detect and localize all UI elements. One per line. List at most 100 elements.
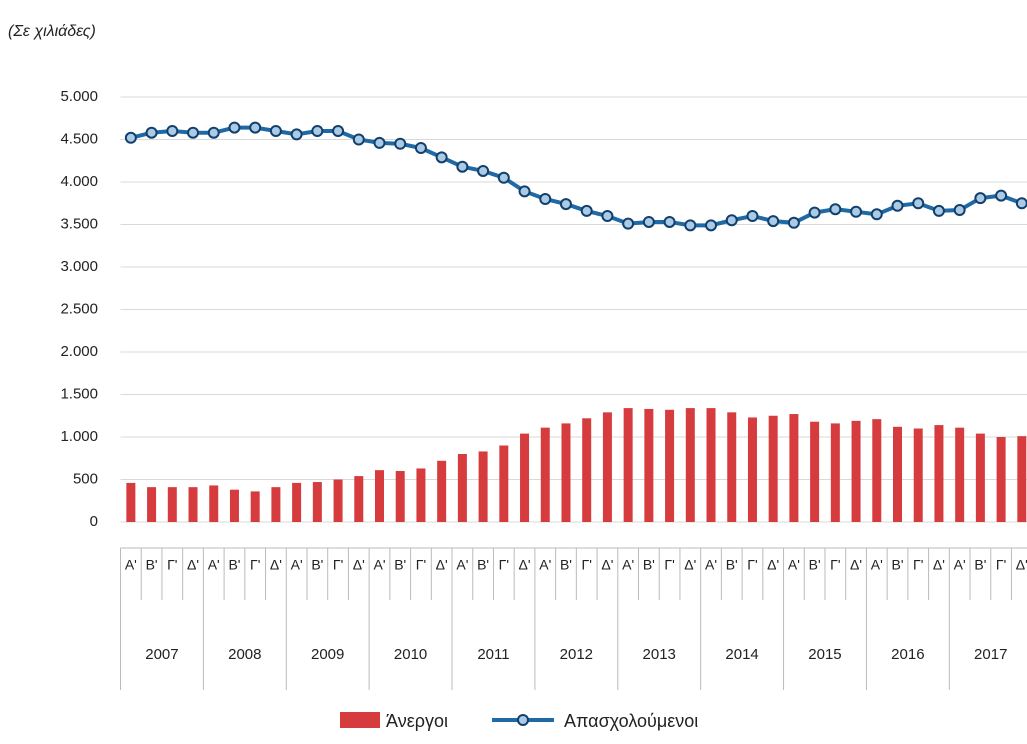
y-tick-label: 0 <box>90 513 98 530</box>
x-tick-label: Γ' <box>333 557 343 573</box>
bar <box>209 485 219 522</box>
bar <box>975 433 985 522</box>
line-marker <box>663 215 676 228</box>
legend-marker <box>517 714 529 726</box>
line-marker <box>394 137 407 150</box>
year-label: 2012 <box>560 646 593 663</box>
year-label: 2009 <box>311 646 344 663</box>
x-tick-label: Β' <box>643 557 655 573</box>
x-tick-label: Β' <box>560 557 572 573</box>
year-label: 2008 <box>228 646 261 663</box>
line-marker <box>311 125 324 137</box>
line-marker <box>995 189 1008 202</box>
x-tick-label: Γ' <box>664 557 674 573</box>
line-marker <box>601 210 614 222</box>
x-tick-label: Δ' <box>187 557 199 573</box>
bar <box>147 487 157 522</box>
bar <box>851 420 861 522</box>
bar <box>623 408 633 522</box>
line-marker <box>953 204 966 217</box>
line-marker <box>497 171 510 184</box>
line-marker <box>352 133 365 146</box>
line <box>130 125 1023 228</box>
line-marker <box>891 199 904 212</box>
x-tick-label: Δ' <box>353 557 365 573</box>
line-marker <box>767 215 780 228</box>
line-marker <box>787 216 800 229</box>
bar <box>312 482 322 522</box>
bar <box>789 414 799 522</box>
line-marker <box>435 151 448 164</box>
line-marker <box>518 185 531 198</box>
line-marker <box>932 204 945 217</box>
y-tick-label: 2.500 <box>60 300 98 317</box>
bar <box>685 408 695 522</box>
year-label: 2017 <box>974 646 1007 663</box>
line-marker <box>912 197 925 210</box>
line-marker <box>290 128 303 141</box>
bar <box>437 460 447 522</box>
x-tick-label: Γ' <box>996 557 1006 573</box>
line-marker <box>746 210 759 222</box>
x-tick-label: Α' <box>871 557 883 573</box>
line-marker <box>145 126 158 139</box>
line-marker <box>622 217 635 230</box>
x-tick-label: Δ' <box>1016 557 1027 573</box>
x-tick-label: Β' <box>809 557 821 573</box>
line-marker <box>124 131 137 144</box>
x-tick-label: Γ' <box>582 557 592 573</box>
line-marker <box>187 126 200 139</box>
x-tick-label: Δ' <box>601 557 613 573</box>
bar <box>188 487 198 522</box>
legend-swatch <box>340 712 380 728</box>
bar <box>416 468 426 522</box>
bar <box>644 408 654 522</box>
line-marker <box>974 192 987 205</box>
line-marker <box>269 125 282 137</box>
line-marker <box>705 219 718 232</box>
bar <box>706 408 716 522</box>
x-tick-label: Α' <box>208 557 220 573</box>
bar <box>292 482 302 522</box>
bar <box>872 419 882 522</box>
line-marker <box>870 208 883 221</box>
x-tick-label: Δ' <box>436 557 448 573</box>
bar <box>893 426 902 522</box>
x-tick-label: Α' <box>954 557 966 573</box>
year-label: 2013 <box>643 646 676 663</box>
x-tick-label: Γ' <box>250 557 260 573</box>
x-tick-label: Γ' <box>167 557 177 573</box>
bar <box>271 487 281 522</box>
y-tick-label: 4.000 <box>60 173 98 190</box>
bar <box>457 454 467 522</box>
x-tick-label: Β' <box>974 557 986 573</box>
year-label: 2007 <box>145 646 178 663</box>
line-marker <box>829 203 842 216</box>
line-marker <box>850 205 863 218</box>
bar <box>768 415 778 522</box>
bar <box>333 479 343 522</box>
x-tick-label: Γ' <box>499 557 509 573</box>
x-tick-label: Β' <box>311 557 323 573</box>
y-tick-label: 5.000 <box>60 88 98 105</box>
y-tick-label: 1.000 <box>60 428 98 445</box>
x-tick-label: Γ' <box>747 557 757 573</box>
x-tick-label: Α' <box>373 557 385 573</box>
y-tick-label: 1.500 <box>60 385 98 402</box>
bar <box>665 409 675 522</box>
y-tick-label: 4.500 <box>60 130 98 147</box>
bar <box>126 482 136 522</box>
year-label: 2016 <box>891 646 924 663</box>
x-tick-label: Β' <box>228 557 240 573</box>
year-label: 2015 <box>808 646 841 663</box>
line-marker <box>580 204 593 217</box>
bar <box>934 425 944 522</box>
line-marker <box>1015 197 1027 210</box>
x-tick-label: Β' <box>726 557 738 573</box>
x-tick-label: Α' <box>788 557 800 573</box>
bar <box>375 470 384 522</box>
line-marker <box>228 121 241 134</box>
bar <box>250 491 260 522</box>
bar <box>996 437 1006 522</box>
